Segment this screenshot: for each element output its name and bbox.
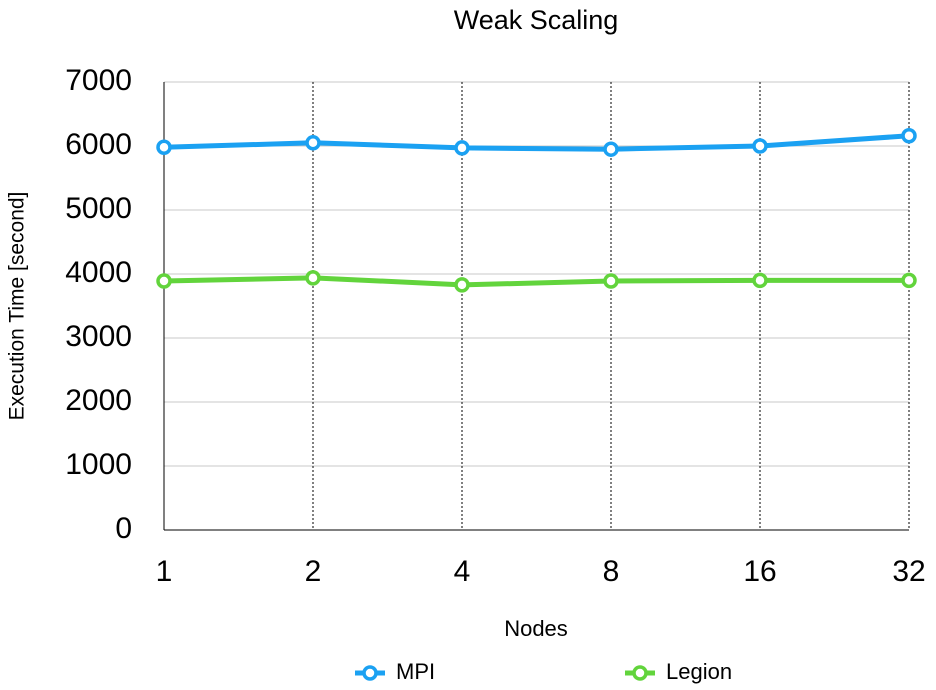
legend-marker <box>362 665 378 681</box>
marker <box>454 140 470 156</box>
y-tick-label: 7000 <box>65 64 132 97</box>
marker <box>156 139 172 156</box>
y-tick-label: 6000 <box>65 128 132 161</box>
x-tick-label: 4 <box>454 555 471 588</box>
legend-label: Legion <box>666 659 732 684</box>
marker <box>305 270 321 286</box>
x-tick-label: 32 <box>892 555 925 588</box>
legend-marker <box>632 665 648 681</box>
y-tick-label: 2000 <box>65 384 132 417</box>
marker <box>752 272 768 289</box>
y-tick-label: 3000 <box>65 320 132 353</box>
marker <box>305 135 321 151</box>
marker <box>901 272 917 289</box>
marker <box>752 138 768 154</box>
marker <box>603 273 619 289</box>
marker <box>454 277 470 293</box>
x-tick-label: 8 <box>603 555 620 588</box>
x-tick-label: 16 <box>743 555 776 588</box>
y-tick-label: 5000 <box>65 192 132 225</box>
series-line <box>163 133 910 152</box>
marker <box>156 273 172 289</box>
chart-title: Weak Scaling <box>454 5 619 35</box>
series-line <box>163 275 909 288</box>
x-axis-label: Nodes <box>504 616 568 641</box>
marker <box>901 128 917 144</box>
legend-label: MPI <box>396 659 435 684</box>
marker <box>603 141 619 157</box>
x-tick-label: 2 <box>305 555 322 588</box>
x-tick-label: 1 <box>156 555 173 588</box>
y-axis-label: Execution Time [second] <box>6 192 29 421</box>
y-tick-label: 4000 <box>65 256 132 289</box>
y-tick-label: 0 <box>115 512 132 545</box>
y-tick-label: 1000 <box>65 448 132 481</box>
